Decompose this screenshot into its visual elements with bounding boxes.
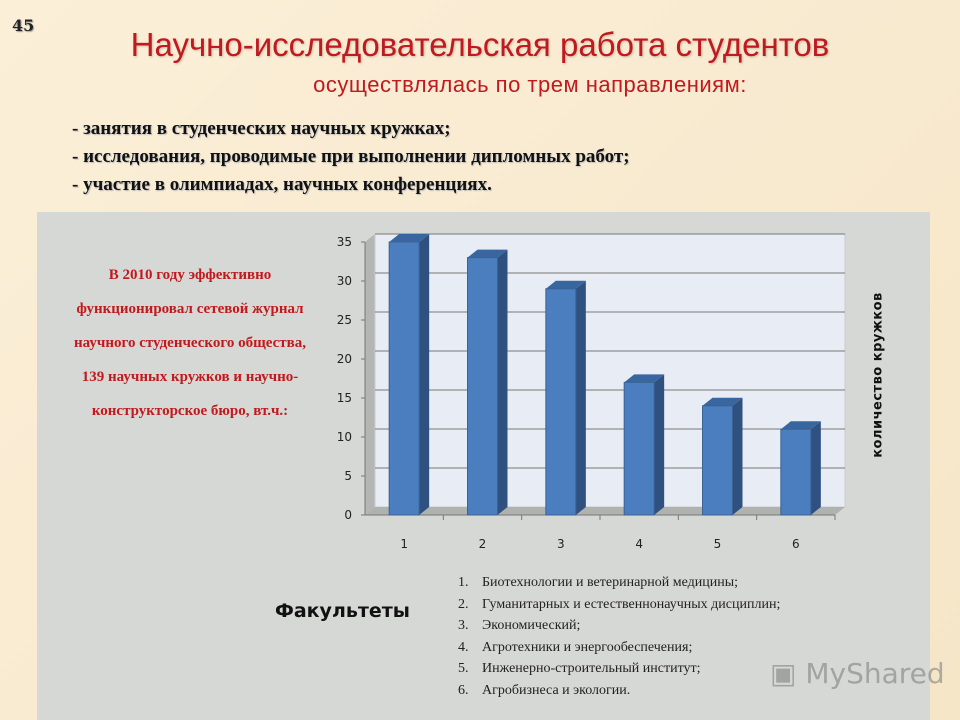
legend-item: 5. Инженерно-строительный институт;	[458, 658, 780, 680]
y-tick-label: 15	[337, 391, 352, 405]
legend-number: 4.	[458, 639, 469, 655]
bar-side	[419, 234, 430, 515]
category-legend: 1. Биотехнологии и ветеринарной медицины;…	[458, 572, 780, 701]
y-tick-label: 10	[337, 430, 352, 444]
bar-side	[810, 421, 821, 515]
bar-top	[545, 280, 586, 289]
legend-label: Экономический;	[482, 618, 581, 633]
bar-top	[780, 421, 821, 430]
bar	[388, 241, 420, 516]
legend-number: 5.	[458, 661, 469, 676]
bar	[623, 381, 655, 516]
bullet-list: - занятия в студенческих научных кружках…	[72, 115, 630, 199]
bar-side	[732, 397, 743, 515]
legend-label: Биотехнологии и ветеринарной медицины;	[482, 575, 739, 590]
x-axis-label: Факультеты	[275, 600, 410, 622]
y-tick-label: 20	[337, 352, 352, 366]
watermark-logo: ▣ MyShared	[770, 657, 945, 690]
y-tick-label: 30	[337, 274, 352, 288]
legend-number: 1.	[458, 575, 469, 590]
slide-subtitle: осуществлялась по трем направлениям:	[0, 72, 960, 98]
y-tick-label: 35	[337, 235, 352, 249]
legend-item: 4. Агротехники и энергообеспечения;	[458, 637, 780, 659]
bullet-item: - участие в олимпиадах, научных конферен…	[72, 174, 492, 195]
legend-label: Инженерно-строительный институт;	[482, 661, 701, 676]
legend-item: 1. Биотехнологии и ветеринарной медицины;	[458, 572, 780, 594]
subtitle-text: осуществлялась по трем направлениям:	[313, 72, 747, 97]
bar-top	[702, 397, 743, 406]
bar-top	[389, 234, 430, 242]
legend-number: 2.	[458, 596, 469, 612]
legend-number: 3.	[458, 618, 469, 633]
x-tick-label: 6	[792, 537, 800, 551]
note-text: В 2010 году эффективно функционировал се…	[74, 267, 306, 419]
bar-side	[654, 374, 665, 515]
y-tick-label: 25	[337, 313, 352, 327]
bullet-item: - занятия в студенческих научных кружках…	[72, 118, 451, 139]
x-tick-label: 4	[635, 537, 643, 551]
bar-side	[497, 249, 508, 515]
bar	[780, 428, 812, 516]
legend-item: 3. Экономический;	[458, 615, 780, 637]
bullet-item: - исследования, проводимые при выполнени…	[72, 146, 630, 167]
bar	[545, 288, 577, 516]
slide-number: 45	[12, 16, 35, 35]
bar	[702, 405, 733, 516]
bar-side	[575, 280, 586, 515]
x-tick-label: 1	[400, 537, 408, 551]
legend-item: 2. Гуманитарных и естественнонаучных дисц…	[458, 594, 780, 616]
legend-number: 6.	[458, 682, 469, 698]
y-axis-label: количество кружков	[870, 292, 886, 458]
back-wall-side	[365, 234, 375, 515]
legend-item: 6. Агробизнеса и экологии.	[458, 680, 780, 702]
bar-top	[624, 374, 665, 383]
y-tick-label: 5	[344, 469, 352, 483]
y-tick-label: 0	[344, 508, 352, 522]
legend-label: Агробизнеса и экологии.	[482, 682, 631, 698]
bar-top	[467, 249, 508, 258]
slide-title: Научно-исследовательская работа студенто…	[130, 26, 830, 63]
bar	[467, 257, 498, 516]
legend-label: Агротехники и энергообеспечения;	[482, 639, 693, 655]
x-tick-label: 3	[557, 537, 565, 551]
floor	[365, 507, 845, 515]
plot-area	[374, 233, 846, 508]
x-tick-label: 2	[479, 537, 487, 551]
x-tick-label: 5	[714, 537, 722, 551]
legend-label: Гуманитарных и естественнонаучных дисцип…	[482, 596, 781, 612]
